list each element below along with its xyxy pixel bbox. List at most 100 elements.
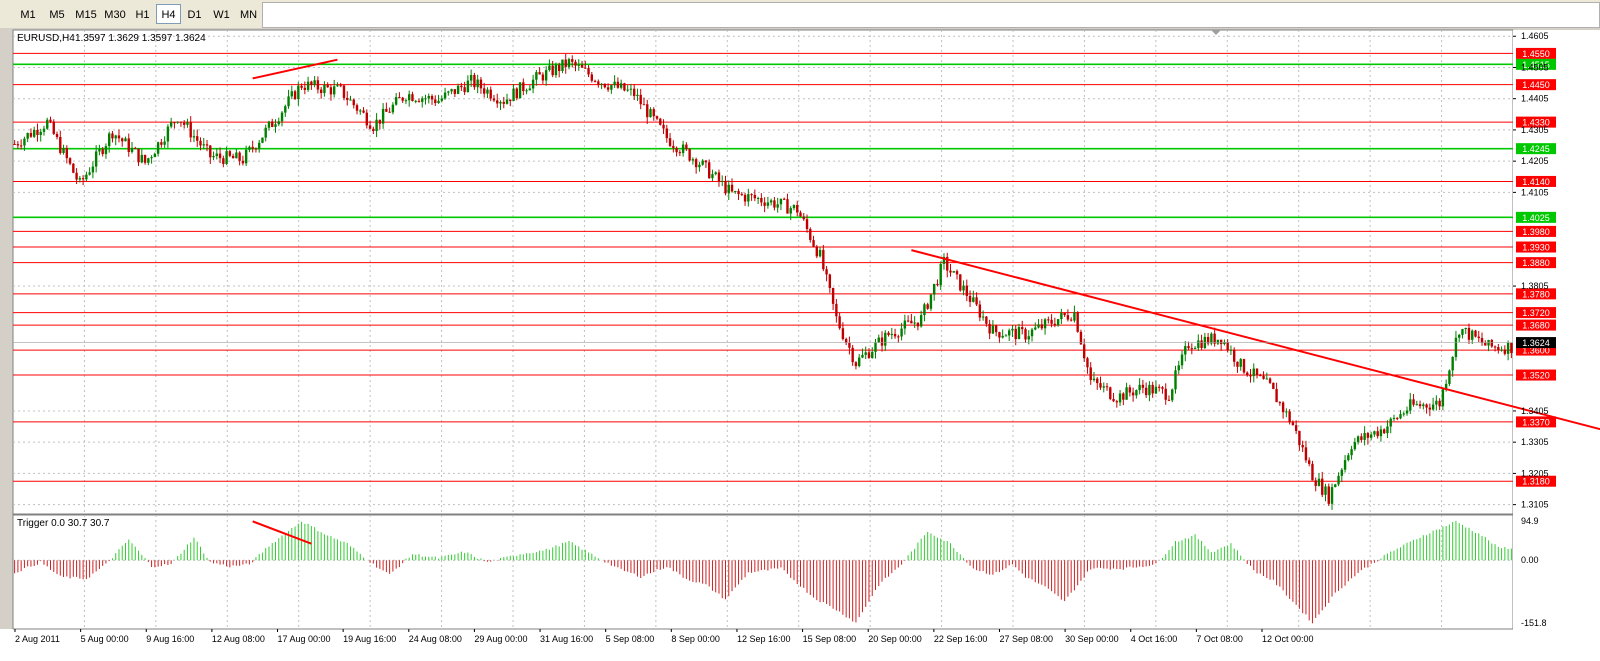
candle-body <box>463 87 466 93</box>
chart-shift-marker-icon[interactable] <box>1211 30 1221 35</box>
candle-body <box>212 156 215 158</box>
time-tick-label: 29 Aug 00:00 <box>474 634 527 644</box>
candle-body <box>600 83 603 85</box>
candle-body <box>434 99 437 104</box>
candle-body <box>906 320 910 322</box>
level-price-tag <box>1516 58 1556 70</box>
candle-body <box>1053 323 1057 326</box>
tf-button-h4[interactable]: H4 <box>156 4 181 24</box>
candle-body <box>1206 336 1210 344</box>
candle-body <box>75 172 78 180</box>
candle-body <box>121 138 124 142</box>
candle-body <box>1229 349 1233 351</box>
candle-body <box>610 85 613 90</box>
candle-body <box>1451 357 1454 371</box>
candle-body <box>424 98 427 100</box>
candle-body <box>1268 378 1272 383</box>
candle-body <box>841 328 845 340</box>
candle-body <box>753 194 757 199</box>
candle-body <box>1444 383 1448 390</box>
candle-body <box>1105 386 1109 388</box>
candle-body <box>101 149 104 155</box>
candle-body <box>150 157 153 159</box>
candle-body <box>339 85 342 87</box>
level-price-label: 1.3720 <box>1522 308 1550 318</box>
candle-body <box>238 152 241 161</box>
candle-body <box>1184 346 1187 355</box>
candle-body <box>1246 372 1249 376</box>
candle-body <box>632 88 636 97</box>
candle-body <box>1294 425 1298 431</box>
candle-body <box>469 74 473 81</box>
price-tick-label: 1.3305 <box>1521 437 1549 447</box>
candle-body <box>512 88 515 102</box>
tf-button-d1[interactable]: D1 <box>187 9 202 21</box>
current-price-label: 1.3624 <box>1522 338 1550 348</box>
candle-body <box>828 274 832 289</box>
main-plot-bg <box>12 29 1514 515</box>
candle-body <box>1167 399 1171 401</box>
candle-body <box>163 141 166 145</box>
candle-body <box>1461 329 1464 335</box>
candle-body <box>98 149 101 152</box>
candle-body <box>1259 375 1262 377</box>
candle-body <box>949 270 952 273</box>
tf-button-m1[interactable]: M1 <box>20 9 36 21</box>
candle-body <box>1007 330 1011 336</box>
candle-body <box>1115 401 1119 403</box>
candle-body <box>877 337 880 343</box>
candle-body <box>1477 336 1480 339</box>
candle-body <box>835 303 838 317</box>
level-price-label: 1.3930 <box>1522 243 1550 253</box>
candle-body <box>1415 404 1419 406</box>
candle-body <box>721 180 724 182</box>
candle-body <box>525 90 528 92</box>
level-price-label: 1.3680 <box>1522 321 1550 331</box>
candle-body <box>626 89 629 91</box>
candle-body <box>257 142 261 150</box>
tf-button-h1[interactable]: H1 <box>135 9 150 21</box>
candle-body <box>1425 404 1428 408</box>
candle-body <box>649 109 652 118</box>
candle-body <box>554 64 558 76</box>
candle-body <box>1343 460 1347 470</box>
candle-body <box>509 99 512 102</box>
candle-body <box>394 97 398 105</box>
candle-body <box>665 128 669 139</box>
candle-body <box>1298 430 1301 446</box>
candle-body <box>176 121 179 123</box>
candle-body <box>1219 339 1223 345</box>
tf-button-m30[interactable]: M30 <box>104 9 126 21</box>
candle-body <box>1402 413 1405 415</box>
candle-body <box>1112 398 1115 402</box>
candle-body <box>838 316 841 329</box>
timeframe-toolbar: M1 M5 M15 M30 H1 H4 D1 W1 MN <box>0 0 1600 29</box>
price-tick-label: 1.3205 <box>1521 468 1549 478</box>
candle-body <box>897 336 900 338</box>
time-tick-label: 22 Sep 16:00 <box>934 634 988 644</box>
candle-body <box>678 152 682 154</box>
candle-body <box>724 180 727 194</box>
time-tick-label: 27 Sep 08:00 <box>999 634 1053 644</box>
current-price-tag <box>1516 337 1556 349</box>
candle-body <box>597 81 600 85</box>
candle-body <box>127 138 130 152</box>
candle-body <box>812 240 815 247</box>
tf-button-mn[interactable]: MN <box>239 9 258 21</box>
candle-body <box>574 61 577 66</box>
tf-button-m5[interactable]: M5 <box>49 9 65 21</box>
candle-body <box>1079 331 1083 345</box>
candle-body <box>440 98 444 101</box>
candle-body <box>1360 436 1363 440</box>
candle-body <box>1334 484 1337 488</box>
tf-button-m15[interactable]: M15 <box>75 9 97 21</box>
tf-button-w1[interactable]: W1 <box>213 9 230 21</box>
price-tick-label: 1.4305 <box>1521 125 1549 135</box>
indicator-trendline <box>252 520 312 545</box>
candle-body <box>55 133 59 138</box>
levels-layer <box>13 52 1513 482</box>
candle-body <box>1448 370 1451 384</box>
candle-body <box>567 59 571 67</box>
